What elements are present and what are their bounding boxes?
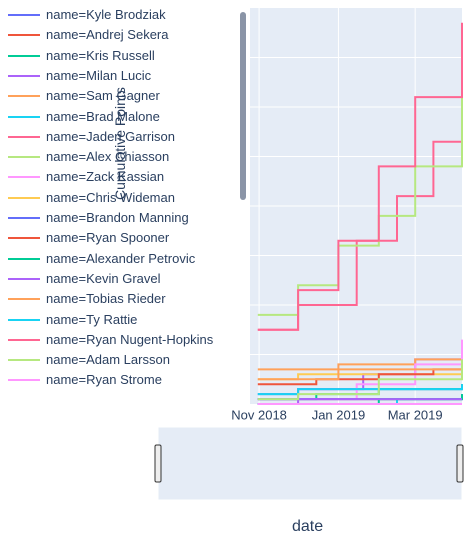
legend-swatch — [8, 115, 40, 118]
legend-label: name=Alex Chiasson — [46, 149, 170, 165]
legend-label: name=Ryan Strome — [46, 372, 162, 388]
legend-label: name=Alexander Petrovic — [46, 250, 196, 266]
legend-swatch — [8, 217, 40, 219]
legend-swatch — [8, 277, 40, 280]
legend-item[interactable]: name=Zack Kassian — [0, 168, 240, 188]
legend-item[interactable]: name=Alexander Petrovic — [0, 250, 240, 270]
legend-swatch — [8, 338, 40, 341]
legend-swatch — [8, 196, 40, 199]
legend-swatch — [8, 237, 40, 240]
legend-item[interactable]: name=Brad Malone — [0, 108, 240, 128]
legend-swatch — [8, 34, 40, 37]
range-slider-handle-left[interactable] — [154, 444, 162, 483]
x-tick-label: Jan 2019 — [312, 408, 366, 423]
legend-label: name=Ryan Spooner — [46, 230, 170, 246]
legend-label: name=Sam Gagner — [46, 88, 160, 104]
legend-label: name=Jaden Garrison — [46, 128, 175, 144]
legend-item[interactable]: name=Ty Rattie — [0, 311, 240, 331]
legend-label: name=Adam Larsson — [46, 352, 170, 368]
legend-swatch — [8, 95, 40, 98]
y-axis-label: Cumulative Points — [112, 87, 128, 200]
series-line-16 — [257, 22, 463, 331]
legend-swatch — [8, 257, 40, 260]
legend-swatch — [8, 156, 40, 159]
legend-label: name=Milan Lucic — [46, 67, 152, 83]
x-tick-label: Mar 2019 — [388, 408, 443, 423]
range-slider-handle-right[interactable] — [456, 444, 464, 483]
legend-item[interactable]: name=Adam Larsson — [0, 351, 240, 371]
legend-label: name=Kevin Gravel — [46, 270, 161, 286]
legend-item[interactable]: name=Kevin Gravel — [0, 270, 240, 290]
legend-label: name=Ryan Nugent-Hopkins — [46, 331, 214, 347]
legend-scrollbar[interactable] — [240, 12, 246, 200]
legend-item[interactable]: name=Kyle Brodziak — [0, 6, 240, 26]
legend-swatch — [8, 379, 40, 382]
legend-label: name=Kyle Brodziak — [46, 7, 166, 22]
legend-swatch — [8, 359, 40, 362]
legend-item[interactable]: name=Milan Lucic — [0, 67, 240, 87]
legend-swatch — [8, 176, 40, 179]
legend-label: name=Ty Rattie — [46, 311, 138, 327]
legend-item[interactable]: name=Tobias Rieder — [0, 290, 240, 310]
legend-item[interactable]: name=Ryan Strome — [0, 371, 240, 391]
legend-label: name=Brandon Manning — [46, 210, 189, 225]
legend-label: name=Tobias Rieder — [46, 291, 166, 307]
legend-label: name=Kris Russell — [46, 47, 155, 63]
legend-item[interactable]: name=Alex Chiasson — [0, 148, 240, 168]
legend-item[interactable]: name=Ryan Nugent-Hopkins — [0, 331, 240, 351]
x-axis-label: date — [292, 518, 324, 535]
legend-swatch — [8, 74, 40, 77]
legend-swatch — [8, 14, 40, 16]
legend-swatch — [8, 298, 40, 301]
legend-label: name=Chris Wideman — [46, 189, 175, 205]
legend-item[interactable]: name=Ryan Spooner — [0, 229, 240, 249]
series-line-15 — [257, 384, 463, 396]
legend-label: name=Zack Kassian — [46, 169, 165, 185]
legend-item[interactable]: name=Andrej Sekera — [0, 26, 240, 46]
legend-label: name=Andrej Sekera — [46, 27, 169, 43]
legend-item[interactable]: name=Jaden Garrison — [0, 128, 240, 148]
legend-swatch — [8, 54, 40, 57]
legend-item[interactable]: name=Brandon Manning — [0, 209, 240, 229]
legend-item[interactable]: name=Chris Wideman — [0, 189, 240, 209]
x-tick-label: Nov 2018 — [231, 408, 287, 423]
legend-item[interactable]: name=Kris Russell — [0, 47, 240, 67]
legend: name=Kyle Brodziak name=Andrej Sekera name… — [0, 6, 240, 402]
legend-label: name=Brad Malone — [46, 108, 160, 124]
series-line-17 — [257, 359, 463, 401]
legend-swatch — [8, 135, 40, 138]
legend-item[interactable]: name=Sam Gagner — [0, 87, 240, 107]
legend-swatch — [8, 318, 40, 321]
range-slider-background — [157, 426, 463, 501]
